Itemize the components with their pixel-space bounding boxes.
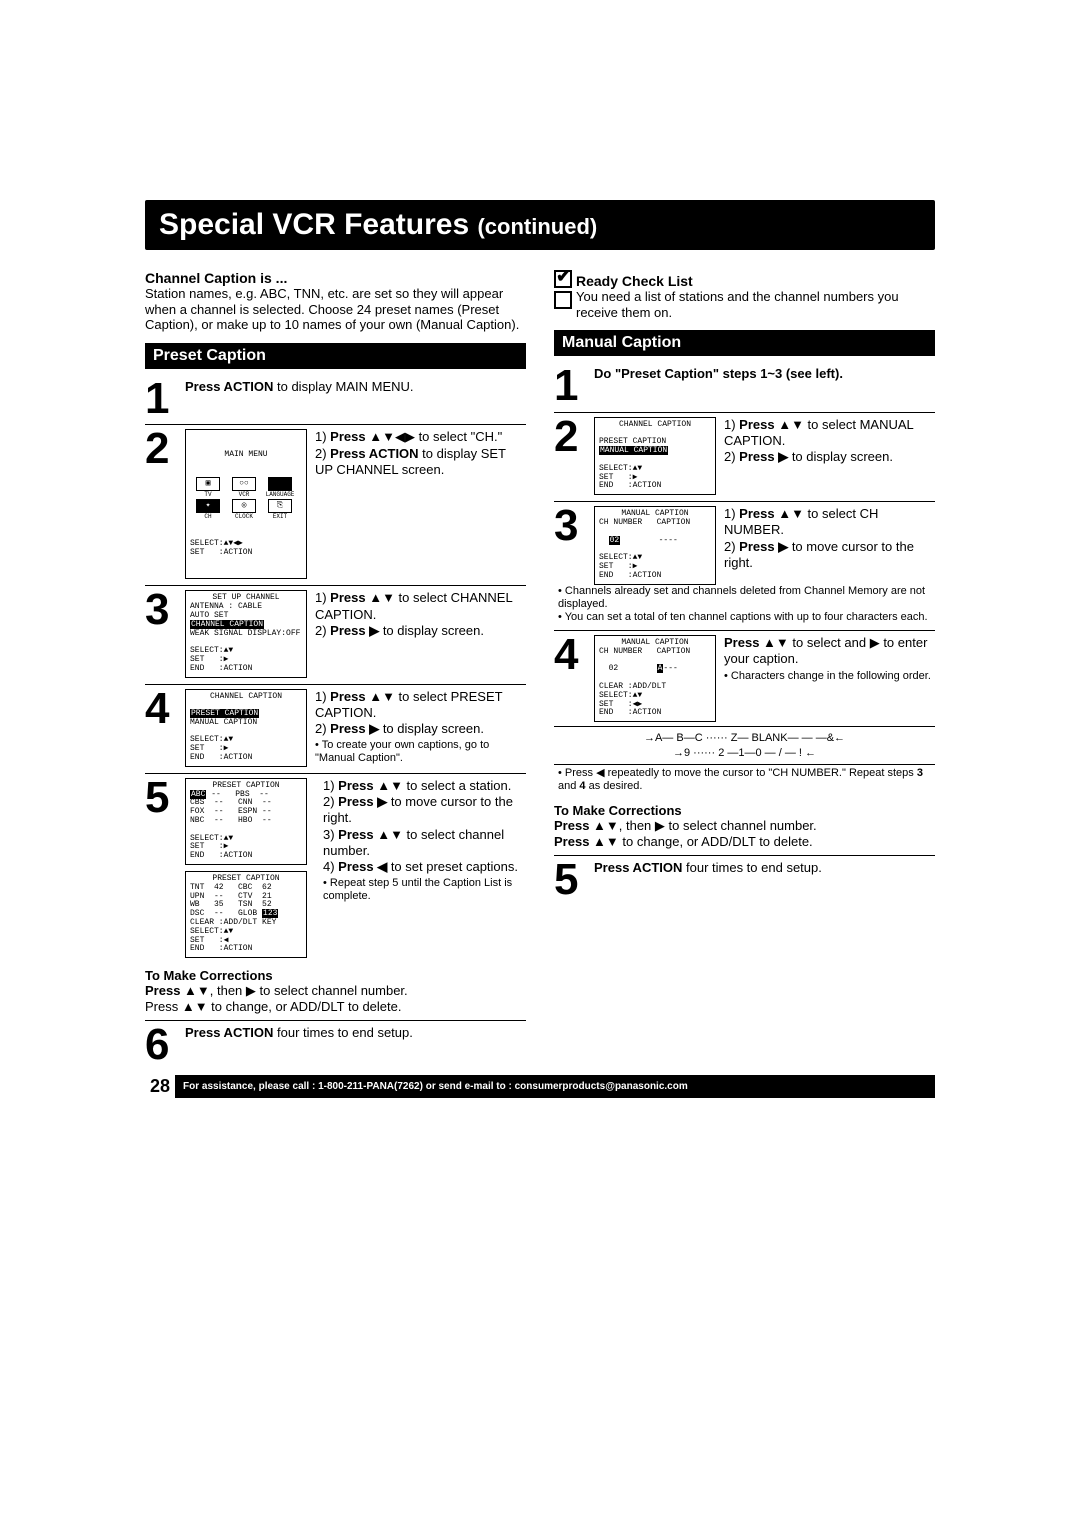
step-number: 4 <box>554 635 594 722</box>
manual-note-2: • You can set a total of ten channel cap… <box>558 611 935 624</box>
manual-step-2: 2 CHANNEL CAPTION PRESET CAPTION MANUAL … <box>554 412 935 495</box>
title-main: Special VCR Features <box>159 208 469 241</box>
corrections-head: To Make Corrections <box>145 968 526 983</box>
step-number: 1 <box>554 366 594 406</box>
assistance-bar: For assistance, please call : 1-800-211-… <box>175 1075 935 1098</box>
osd-preset-caption-1: PRESET CAPTIONABC -- PBS -- CBS -- CNN -… <box>185 778 307 865</box>
osd-main-menu: MAIN MENU ▣TV ○○VCR LANGUAGE ✦CH ◎CLOCK … <box>185 429 307 579</box>
step-number: 6 <box>145 1025 185 1065</box>
osd-preset-caption-2: PRESET CAPTIONTNT 42 CBC 62 UPN -- CTV 2… <box>185 871 307 958</box>
preset-step-6: 6 Press ACTION four times to end setup. <box>145 1020 526 1065</box>
page-title: Special VCR Features (continued) <box>145 200 935 250</box>
manual-step-4: 4 MANUAL CAPTIONCH NUMBER CAPTION 02 A--… <box>554 630 935 722</box>
manual-step-1: 1 Do "Preset Caption" steps 1~3 (see lef… <box>554 362 935 406</box>
step-number: 4 <box>145 689 185 767</box>
manual-note-1: • Channels already set and channels dele… <box>558 585 935 611</box>
step-number: 1 <box>145 379 185 419</box>
preset-caption-bar: Preset Caption <box>145 343 526 369</box>
check-icon <box>554 270 572 288</box>
osd-manual-caption-2: MANUAL CAPTIONCH NUMBER CAPTION 02 A--- … <box>594 635 716 722</box>
character-sequence-diagram: →A― B―C ······ Z― BLANK― ― ―&← →9 ······… <box>554 726 935 765</box>
manual-caption-bar: Manual Caption <box>554 330 935 356</box>
step-number: 3 <box>554 506 594 584</box>
osd-setup-channel: SET UP CHANNELANTENNA : CABLE AUTO SET C… <box>185 590 307 677</box>
osd-channel-caption: CHANNEL CAPTION PRESET CAPTION MANUAL CA… <box>185 689 307 767</box>
manual-step-3: 3 MANUAL CAPTIONCH NUMBER CAPTION 02 ---… <box>554 501 935 584</box>
preset-step-5: 5 PRESET CAPTIONABC -- PBS -- CBS -- CNN… <box>145 773 526 958</box>
preset-step-1: 1 Press ACTION to display MAIN MENU. <box>145 375 526 419</box>
step-number: 2 <box>145 429 185 579</box>
preset-step-2: 2 MAIN MENU ▣TV ○○VCR LANGUAGE ✦CH ◎CLOC… <box>145 424 526 579</box>
preset-step-3: 3 SET UP CHANNELANTENNA : CABLE AUTO SET… <box>145 585 526 677</box>
step1-action: Press ACTION <box>185 379 273 394</box>
manual-step4-note: • Press ◀ repeatedly to move the cursor … <box>558 767 935 793</box>
osd-manual-chcap: CHANNEL CAPTION PRESET CAPTION MANUAL CA… <box>594 417 716 495</box>
manual-corrections-head: To Make Corrections <box>554 803 935 818</box>
ready-check-head: Ready Check List <box>554 270 935 289</box>
step-number: 3 <box>145 590 185 677</box>
checkbox-icon <box>554 291 572 309</box>
step-number: 5 <box>554 860 594 900</box>
channel-caption-head: Channel Caption is ... <box>145 270 526 286</box>
channel-caption-body: Station names, e.g. ABC, TNN, etc. are s… <box>145 286 526 333</box>
osd-manual-caption-1: MANUAL CAPTIONCH NUMBER CAPTION 02 ---- … <box>594 506 716 584</box>
page-number: 28 <box>145 1076 175 1097</box>
manual-step-5: 5 Press ACTION four times to end setup. <box>554 855 935 900</box>
title-continued: (continued) <box>477 214 597 239</box>
step-number: 2 <box>554 417 594 495</box>
ready-check-body: You need a list of stations and the chan… <box>554 289 935 320</box>
step-number: 5 <box>145 778 185 958</box>
step1-text: to display MAIN MENU. <box>273 379 413 394</box>
preset-step-4: 4 CHANNEL CAPTION PRESET CAPTION MANUAL … <box>145 684 526 767</box>
